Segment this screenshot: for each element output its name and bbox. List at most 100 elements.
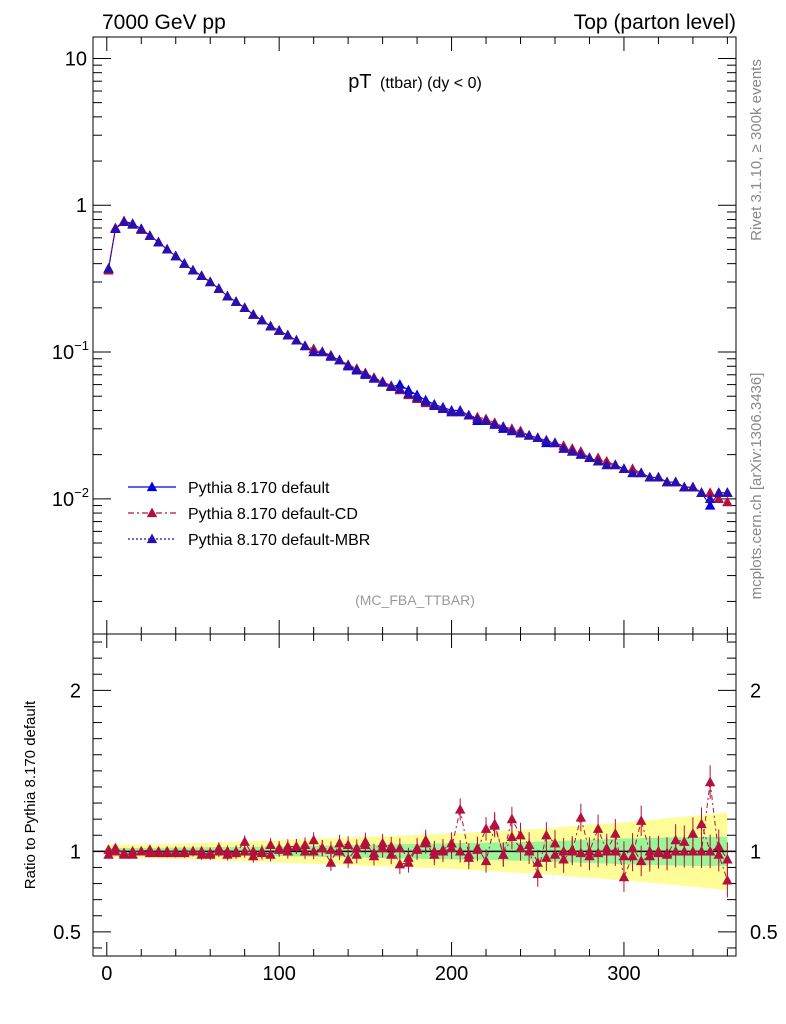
data-point — [308, 346, 319, 357]
data-point — [541, 434, 552, 445]
ratio-point — [558, 845, 569, 856]
data-point — [213, 283, 225, 293]
ratio-point — [610, 845, 621, 856]
ratio-point — [592, 847, 604, 858]
ratio-point — [584, 850, 595, 861]
data-point — [317, 346, 328, 357]
ratio-point — [222, 845, 233, 856]
y-tick-label: 10−1 — [52, 338, 89, 364]
data-point — [454, 406, 466, 417]
ratio-point — [592, 823, 604, 833]
data-point — [411, 392, 423, 402]
data-point — [480, 415, 492, 425]
data-point — [110, 223, 121, 234]
ratio-point — [118, 847, 130, 858]
ratio-point — [179, 847, 190, 858]
plot-title-main: pT — [348, 71, 371, 93]
ratio-point — [308, 834, 319, 845]
data-point — [118, 216, 130, 227]
data-point — [722, 487, 733, 497]
data-point — [265, 320, 276, 331]
data-point — [679, 481, 690, 492]
ratio-point — [541, 852, 552, 862]
ratio-point — [506, 813, 518, 824]
ratio-point — [601, 842, 612, 853]
ratio-point — [480, 855, 492, 866]
y-tick-label: 10 — [65, 48, 87, 70]
ratio-point — [489, 820, 500, 830]
ratio-panel: 0.5 0.5 1 1 2 2 0 100 200 300 Ratio to Pythia 8.1… — [22, 633, 778, 985]
ratio-point — [696, 818, 707, 829]
legend-marker — [146, 481, 158, 492]
data-point — [472, 413, 483, 424]
ratio-point — [472, 842, 483, 853]
data-point — [196, 270, 207, 281]
data-point — [661, 476, 673, 487]
data-point — [627, 467, 638, 478]
data-point — [153, 236, 164, 247]
ratio-point — [523, 839, 535, 850]
header-right: Top (parton level) — [574, 11, 736, 34]
data-point — [558, 443, 569, 453]
ratio-point — [567, 844, 578, 854]
ratio-point — [498, 849, 509, 859]
x-tick-label: 0 — [101, 963, 112, 985]
ratio-point — [256, 845, 268, 856]
ratio-point — [213, 842, 225, 853]
main-panel: 10 1 10−1 10−2 pT (ttbar) (dy < 0) Pythia 8… — [52, 36, 737, 635]
data-point — [489, 419, 500, 429]
series-line — [107, 220, 728, 503]
ratio-y-tick-label: 0.5 — [53, 922, 81, 944]
data-point — [635, 467, 647, 478]
ratio-y-tick-label: 1 — [750, 841, 761, 863]
ratio-y-tick-label: 2 — [70, 680, 81, 702]
ratio-point — [437, 845, 449, 856]
ratio-point — [679, 845, 690, 856]
ratio-y-tick-label: 1 — [70, 841, 81, 863]
ratio-point — [575, 812, 587, 822]
data-point — [334, 354, 345, 365]
ratio-point — [635, 855, 647, 866]
x-tick-label: 200 — [435, 963, 468, 985]
ratio-point — [204, 849, 216, 859]
data-point — [696, 487, 707, 497]
ratio-point — [161, 845, 173, 856]
ratio-point — [454, 803, 466, 814]
ratio-axes: 0.5 0.5 1 1 2 2 0 100 200 300 — [53, 634, 778, 985]
ratio-point — [299, 845, 311, 856]
ratio-point — [506, 831, 518, 841]
data-point — [360, 368, 371, 378]
data-point — [722, 496, 733, 507]
data-point — [610, 459, 621, 470]
ratio-point — [653, 845, 664, 856]
ratio-point — [103, 849, 114, 859]
data-point — [103, 263, 114, 273]
data-point — [187, 264, 199, 275]
ratio-point — [136, 845, 147, 856]
ratio-point — [704, 776, 716, 787]
data-point — [515, 427, 526, 438]
data-point — [584, 452, 595, 463]
ratio-point — [325, 857, 337, 867]
series-line — [107, 220, 728, 507]
data-point — [704, 493, 716, 503]
ratio-point — [351, 849, 362, 859]
series-line — [107, 221, 728, 500]
ratio-point — [308, 845, 319, 856]
ratio-point — [575, 847, 587, 858]
y-tick-label: 10−2 — [52, 485, 89, 511]
data-point — [248, 309, 259, 319]
ratio-point — [282, 841, 294, 851]
data-point — [342, 359, 354, 370]
data-point — [644, 471, 656, 482]
data-point — [446, 406, 457, 417]
ratio-ylabel: Ratio to Pythia 8.170 default — [22, 700, 39, 889]
data-point — [463, 409, 475, 420]
ratio-point — [704, 845, 716, 856]
mcplots-label: mcplots.cern.ch [arXiv:1306.3436] — [748, 373, 765, 600]
ratio-y-tick-label: 2 — [750, 680, 761, 702]
ratio-point — [454, 845, 466, 856]
ratio-point — [394, 842, 406, 853]
data-point — [136, 223, 147, 234]
ratio-point — [360, 836, 371, 846]
